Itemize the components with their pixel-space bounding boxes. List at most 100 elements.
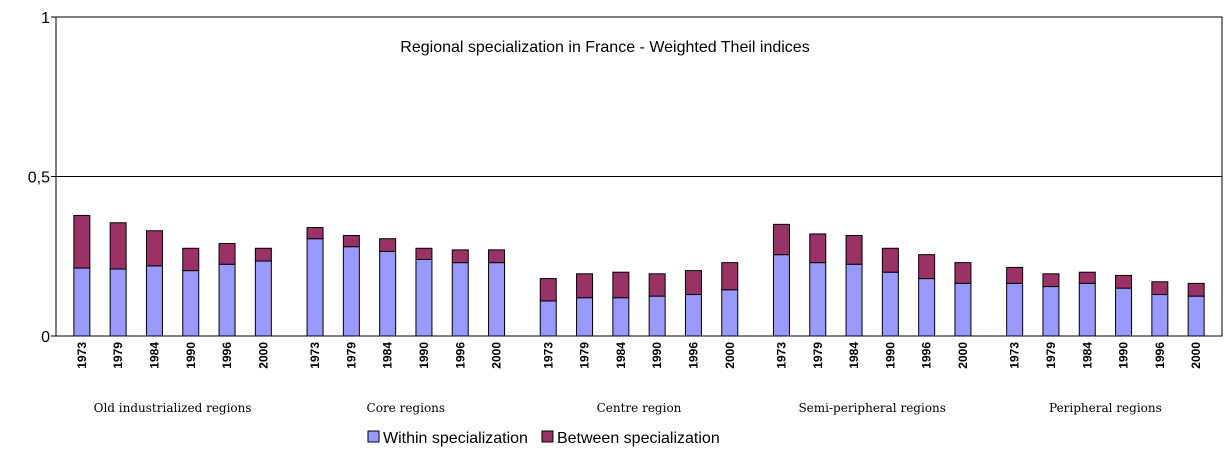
bar-segment xyxy=(1187,282,1205,297)
x-tick-label: 1979 xyxy=(578,342,592,369)
bar-segment xyxy=(254,247,272,262)
bar-segment xyxy=(612,271,630,299)
bar-segment xyxy=(145,265,163,337)
bar-segment xyxy=(539,278,557,302)
bar-segment xyxy=(918,278,936,337)
bar-segment xyxy=(721,262,739,291)
group-label: Centre region xyxy=(597,401,682,415)
bar-segment xyxy=(1187,295,1205,337)
x-tick-label: 1973 xyxy=(774,342,788,369)
bar-segment xyxy=(379,238,397,252)
x-tick-label: 1984 xyxy=(1080,342,1094,369)
chart-title: Regional specialization in France - Weig… xyxy=(400,39,809,56)
bar-segment xyxy=(845,263,863,337)
y-tick-label: 0 xyxy=(41,329,50,346)
legend-label: Between specialization xyxy=(557,430,720,447)
x-tick-label: 1984 xyxy=(614,342,628,369)
x-tick-label: 1990 xyxy=(650,342,664,369)
bar-segment xyxy=(612,297,630,337)
x-tick-label: 1990 xyxy=(1117,342,1131,369)
bar-segment xyxy=(182,247,200,272)
x-tick-label: 1996 xyxy=(686,342,700,369)
bar-segment xyxy=(954,282,972,337)
bar-segment xyxy=(451,262,469,337)
bar-segment xyxy=(684,270,702,296)
bar-segment xyxy=(306,227,324,240)
bar-segment xyxy=(1078,282,1096,337)
bar-segment xyxy=(1042,273,1060,288)
x-tick-label: 1996 xyxy=(220,342,234,369)
y-tick-label: 1 xyxy=(41,10,50,27)
x-tick-label: 1973 xyxy=(308,342,322,369)
bar-segment xyxy=(342,235,360,248)
x-tick-label: 2000 xyxy=(956,342,970,369)
x-tick-label: 1973 xyxy=(75,342,89,369)
bar-segment xyxy=(73,267,91,337)
bar-segment xyxy=(182,270,200,337)
x-tick-label: 2000 xyxy=(723,342,737,369)
x-tick-label: 1973 xyxy=(541,342,555,369)
bar-segment xyxy=(488,262,506,337)
bar-segment xyxy=(1078,271,1096,284)
bar-segment xyxy=(1115,287,1133,337)
bar-segment xyxy=(881,247,899,273)
x-tick-label: 1979 xyxy=(1044,342,1058,369)
legend-swatch xyxy=(541,430,554,443)
bar-segment xyxy=(415,258,433,337)
bar-segment xyxy=(684,294,702,337)
x-tick-label: 1996 xyxy=(1153,342,1167,369)
x-tick-label: 2000 xyxy=(256,342,270,369)
group-label: Semi-peripheral regions xyxy=(798,401,945,415)
bar-segment xyxy=(1042,286,1060,337)
bar-segment xyxy=(218,242,236,265)
bar-segment xyxy=(648,273,666,297)
group-label: Core regions xyxy=(367,401,446,415)
bar-segment xyxy=(218,263,236,337)
x-tick-label: 2000 xyxy=(1189,342,1203,369)
group-label: Old industrialized regions xyxy=(94,401,252,415)
x-tick-label: 1979 xyxy=(111,342,125,369)
bar-segment xyxy=(109,222,127,270)
x-tick-label: 1990 xyxy=(883,342,897,369)
bar-segment xyxy=(539,300,557,337)
bar-segment xyxy=(342,246,360,337)
bar-segment xyxy=(415,247,433,260)
bar-segment xyxy=(772,254,790,337)
bar-segment xyxy=(109,268,127,337)
bar-segment xyxy=(772,223,790,256)
bar-segment xyxy=(1115,274,1133,289)
bar-segment xyxy=(576,297,594,337)
x-tick-label: 1990 xyxy=(417,342,431,369)
x-tick-label: 1984 xyxy=(147,342,161,369)
x-tick-label: 1984 xyxy=(381,342,395,369)
bar-segment xyxy=(379,250,397,337)
bar-segment xyxy=(809,262,827,337)
bar-segment xyxy=(648,295,666,337)
x-tick-label: 1973 xyxy=(1008,342,1022,369)
x-tick-label: 1996 xyxy=(920,342,934,369)
bar-segment xyxy=(451,249,469,264)
x-tick-label: 1990 xyxy=(184,342,198,369)
bar-segment xyxy=(845,235,863,265)
bar-segment xyxy=(721,289,739,337)
bar-segment xyxy=(1006,266,1024,284)
x-tick-label: 1979 xyxy=(811,342,825,369)
bar-segment xyxy=(1151,281,1169,296)
bar-segment xyxy=(1006,282,1024,337)
bar-segment xyxy=(881,271,899,337)
x-tick-label: 2000 xyxy=(490,342,504,369)
x-tick-label: 1984 xyxy=(847,342,861,369)
bar-segment xyxy=(954,262,972,284)
legend-swatch xyxy=(367,430,380,443)
legend-label: Within specialization xyxy=(383,430,528,447)
bar-segment xyxy=(306,238,324,337)
bar-segment xyxy=(73,214,91,269)
group-label: Peripheral regions xyxy=(1049,401,1162,415)
bar-segment xyxy=(145,230,163,267)
bar-segment xyxy=(1151,294,1169,337)
bar-segment xyxy=(918,254,936,280)
bar-segment xyxy=(488,249,506,264)
y-tick-label: 0,5 xyxy=(28,170,50,187)
bar-segment xyxy=(809,233,827,264)
